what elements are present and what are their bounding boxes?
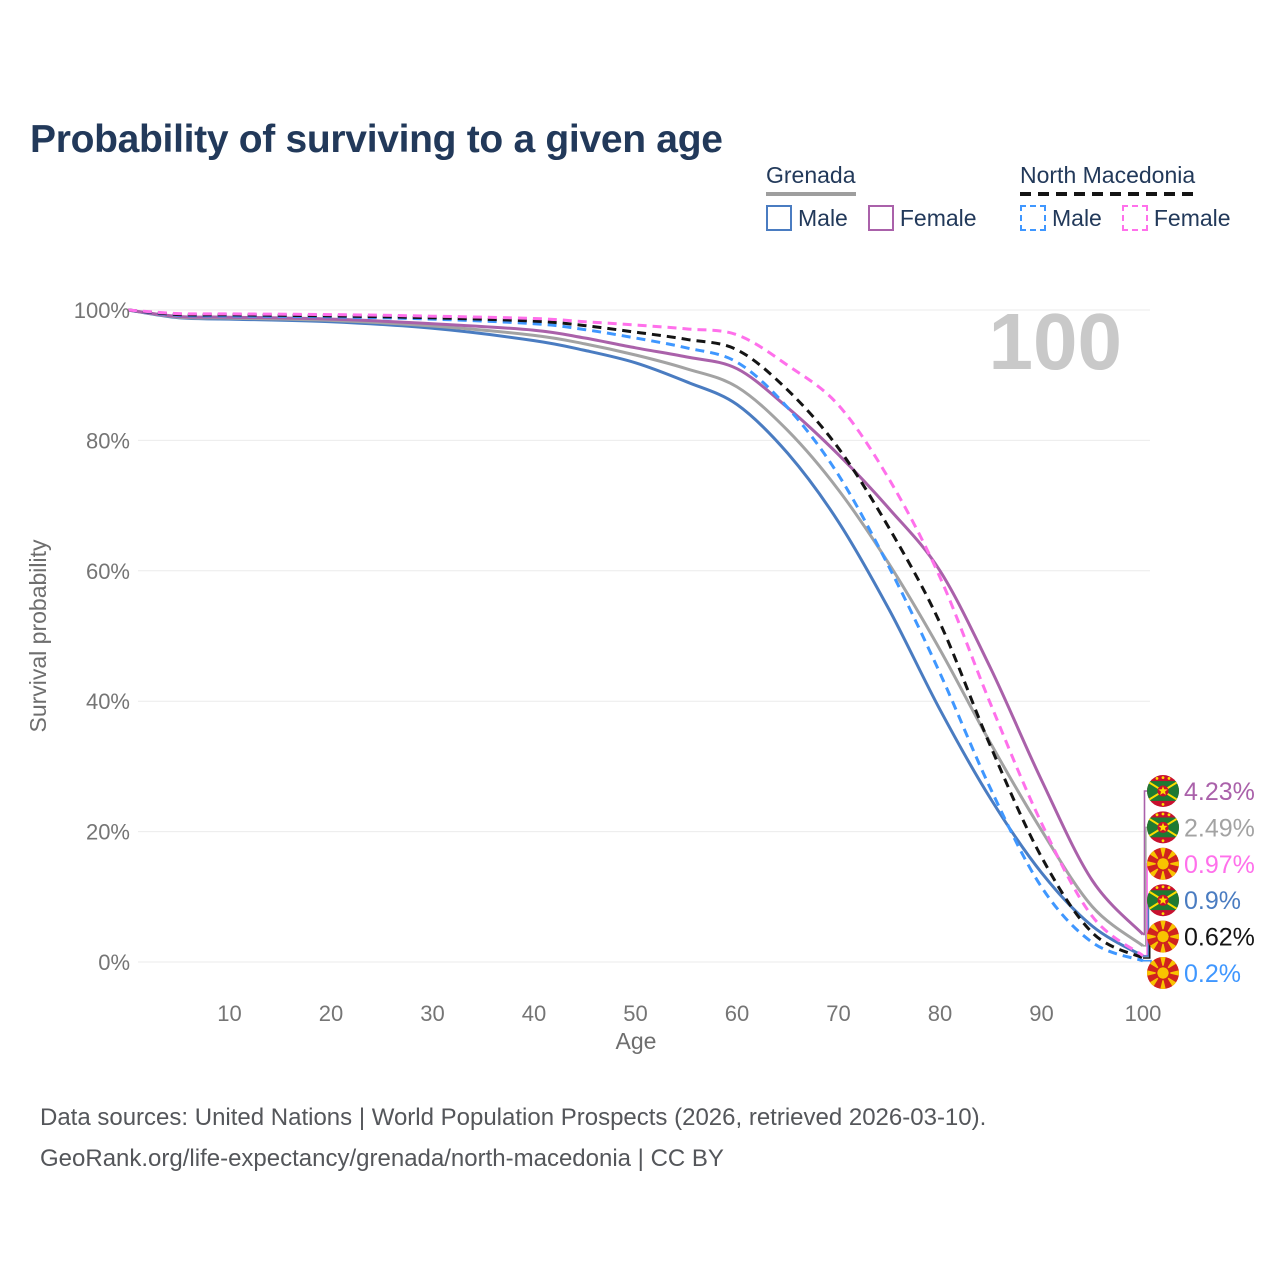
x-tick-label: 100	[1125, 1001, 1162, 1026]
north-macedonia-flag-icon	[1147, 847, 1179, 880]
y-tick-label: 20%	[86, 820, 130, 845]
legend-swatch-grenada-female-icon	[867, 205, 894, 232]
y-tick-label: 0%	[98, 950, 130, 975]
legend-group-title-north-macedonia[interactable]: North Macedonia	[1020, 162, 1196, 188]
legend-swatch-north-macedonia-male-icon	[1020, 205, 1046, 232]
x-tick-label: 70	[826, 1001, 850, 1026]
y-tick-label: 40%	[86, 689, 130, 714]
end-label-value: 0.62%	[1184, 924, 1255, 952]
x-axis-title: Age	[616, 1028, 657, 1054]
series-line-grenada-total[interactable]	[127, 308, 1144, 947]
x-tick-label: 20	[319, 1001, 343, 1026]
end-label-north-macedonia-total: 0.62%	[1147, 920, 1255, 953]
legend-swatch-grenada-male-icon	[766, 205, 792, 232]
end-label-north-macedonia-female: 0.97%	[1147, 847, 1255, 880]
legend-group-title-grenada[interactable]: Grenada	[766, 162, 856, 188]
data-sources-line: Data sources: United Nations | World Pop…	[40, 1104, 987, 1131]
y-tick-label: 100%	[74, 298, 130, 323]
chart-footer: Data sources: United Nations | World Pop…	[40, 1097, 986, 1179]
end-label-value: 0.97%	[1184, 851, 1255, 879]
series-lines	[127, 308, 1145, 963]
legend-underline-dashed	[1020, 191, 1195, 196]
north-macedonia-flag-icon	[1147, 920, 1179, 953]
series-end-labels: 4.23% 2.49% 0.97% 0.9% 0.62% 0.2%	[1143, 775, 1255, 989]
legend-item-grenada-male[interactable]: Male	[766, 205, 848, 232]
grenada-flag-icon	[1147, 811, 1179, 844]
y-tick-label: 60%	[86, 559, 130, 584]
gridlines	[138, 309, 1150, 963]
legend-group-grenada: Grenada Male Female	[766, 162, 997, 232]
end-label-grenada-male: 0.9%	[1147, 884, 1241, 917]
x-tick-label: 50	[623, 1001, 647, 1026]
grenada-flag-icon	[1147, 775, 1179, 807]
series-line-north-macedonia-male[interactable]	[127, 308, 1144, 963]
source-url-line[interactable]: GeoRank.org/life-expectancy/grenada/nort…	[40, 1145, 724, 1172]
end-label-grenada-female: 4.23%	[1147, 775, 1255, 807]
x-tick-label: 30	[420, 1001, 444, 1026]
series-line-grenada-female[interactable]	[127, 308, 1145, 936]
series-line-north-macedonia-total[interactable]	[127, 308, 1144, 960]
legend-group-north-macedonia: North Macedonia Male Female	[1020, 162, 1251, 232]
end-label-grenada-total: 2.49%	[1147, 811, 1255, 844]
legend-item-label: Male	[798, 204, 848, 231]
end-label-connector-grenada-total	[1143, 826, 1148, 947]
series-line-north-macedonia-female[interactable]	[127, 308, 1144, 957]
end-label-connector-grenada-female	[1143, 790, 1148, 936]
legend-item-grenada-female[interactable]: Female	[867, 204, 977, 232]
series-line-grenada-male[interactable]	[127, 308, 1144, 958]
legend-item-label: Female	[899, 204, 977, 231]
end-label-value: 0.2%	[1184, 960, 1241, 988]
x-tick-label: 60	[725, 1001, 749, 1026]
end-label-north-macedonia-male: 0.2%	[1147, 957, 1241, 989]
x-tick-label: 90	[1029, 1001, 1053, 1026]
legend-item-north-macedonia-male[interactable]: Male	[1020, 205, 1102, 232]
end-label-value: 4.23%	[1184, 778, 1255, 806]
page-title: Probability of surviving to a given age	[30, 118, 723, 162]
legend-item-label: Female	[1153, 204, 1231, 231]
x-tick-label: 40	[522, 1001, 546, 1026]
end-label-value: 2.49%	[1184, 814, 1255, 842]
y-tick-label: 80%	[86, 428, 130, 453]
legend-swatch-north-macedonia-female-icon	[1121, 205, 1148, 232]
legend-item-north-macedonia-female[interactable]: Female	[1121, 204, 1231, 232]
x-tick-label: 10	[217, 1001, 241, 1026]
hover-age-watermark: 100	[989, 297, 1122, 386]
y-axis-title: Survival probability	[25, 539, 51, 733]
grenada-flag-icon	[1147, 884, 1179, 917]
end-label-value: 0.9%	[1184, 887, 1241, 915]
x-tick-label: 80	[928, 1001, 952, 1026]
legend-underline-solid	[766, 191, 856, 196]
legend-item-label: Male	[1052, 204, 1102, 231]
axis-tick-labels: 0% 20% 40% 60% 80% 100% 10 20 30 40 50 60 70 80 90 100	[74, 298, 1162, 1026]
